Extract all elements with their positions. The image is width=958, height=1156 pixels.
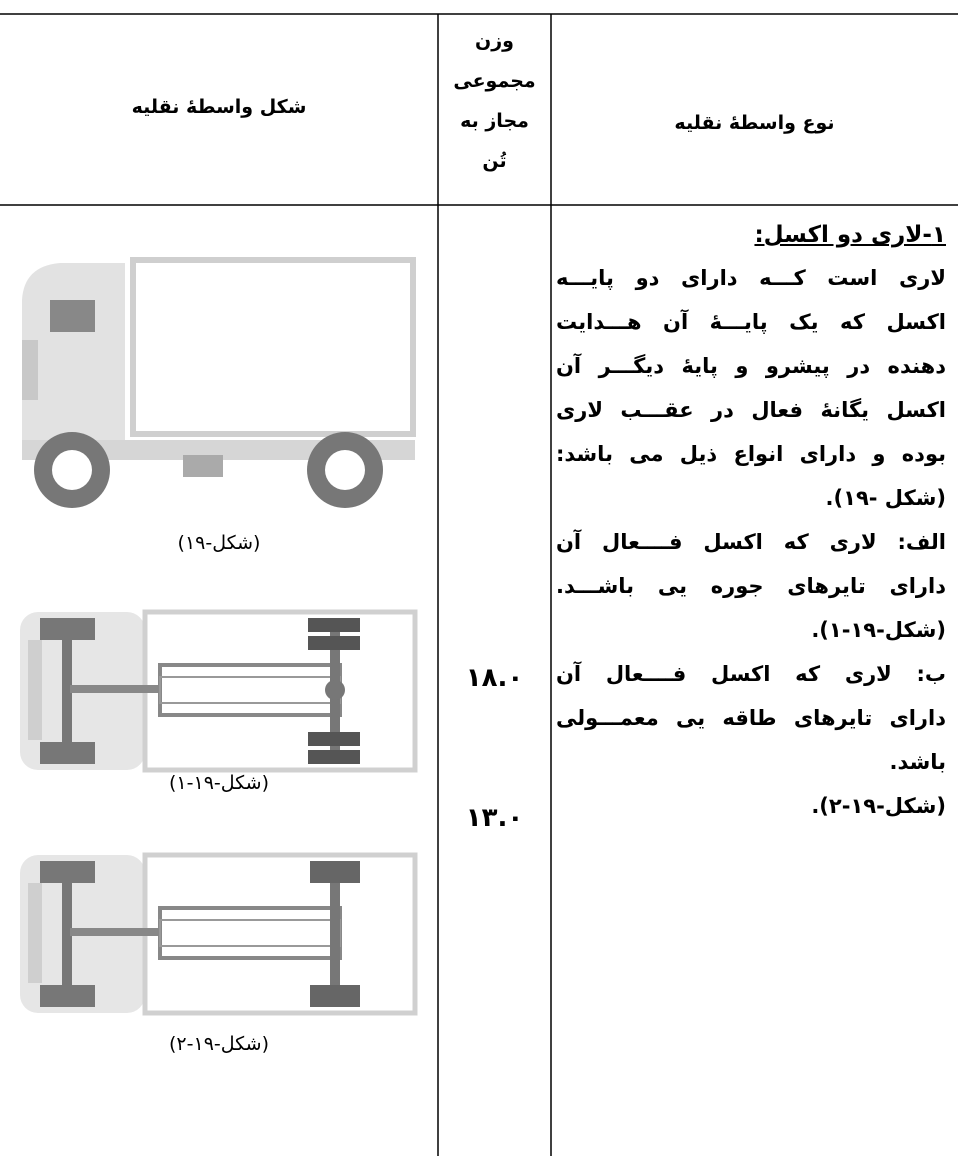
description-line: اکسل یگانهٔ فعال در عقـــب لاری xyxy=(556,398,946,422)
figure-caption: (شکل-۱۹-۱) xyxy=(169,772,269,794)
header-weight: تُن xyxy=(482,150,507,172)
weight-value: ۱۸.۰ xyxy=(465,663,524,693)
description-line: باشد. xyxy=(889,750,946,774)
truck-top-dual-icon xyxy=(20,609,418,773)
description-line: اکسل که یک پایـــهٔ آن هـــدایت xyxy=(556,310,946,334)
header-weight: مجاز به xyxy=(460,110,529,132)
section-heading: ۱-لاری دو اکسل: xyxy=(754,222,946,248)
description-line: (شکل-۱۹-۱). xyxy=(811,618,946,642)
truck-side-icon xyxy=(22,257,416,508)
description-line: دارای تایرهای جوره یی باشـــد. xyxy=(556,574,946,598)
weight-value: ۱۳.۰ xyxy=(465,803,524,833)
figure-caption: (شکل-۱۹-۲) xyxy=(169,1033,269,1055)
figure-caption: (شکل-۱۹) xyxy=(177,532,261,554)
truck-top-single-icon xyxy=(20,852,418,1016)
description-line: ب: لاری که اکسل فــــعال آن xyxy=(556,662,946,686)
header-weight: مجموعی xyxy=(453,70,536,92)
header-weight: وزن xyxy=(475,30,514,52)
description-line: الف: لاری که اکسل فــــعال آن xyxy=(556,530,946,554)
description-line: (شکل -۱۹). xyxy=(825,486,946,510)
description-line: دارای تایرهای طاقه یی معمـــولی xyxy=(556,706,946,730)
description-line: (شکل-۱۹-۲). xyxy=(811,794,946,818)
description-line: لاری است کـــه دارای دو پایـــه xyxy=(556,266,946,290)
header-shape: شکل واسطهٔ نقلیه xyxy=(131,96,307,118)
header-type: نوع واسطهٔ نقلیه xyxy=(674,112,835,134)
description-line: بوده و دارای انواع ذیل می باشد: xyxy=(556,442,946,466)
description-line: دهنده در پیشرو و پایهٔ دیگـــر آن xyxy=(556,354,946,378)
